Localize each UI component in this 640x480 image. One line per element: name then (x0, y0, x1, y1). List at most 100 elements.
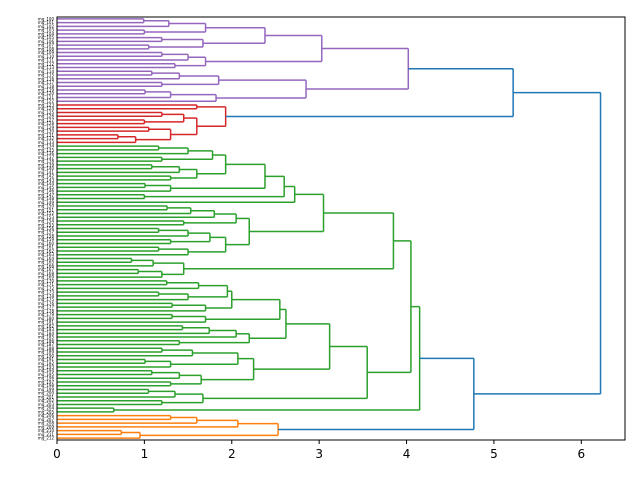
leaf-label: mg_142 (38, 174, 55, 179)
leaf-label: mg_146 (38, 189, 55, 194)
leaf-label: mg_107 (38, 43, 55, 48)
leaf-label: mg_119 (38, 87, 55, 92)
leaf-label: mg_204 (38, 406, 55, 411)
leaf-label: mg_104 (38, 31, 55, 36)
leaf-label: mg_170 (38, 278, 55, 283)
leaf-label: mg_178 (38, 308, 55, 313)
leaf-label: mg_154 (38, 219, 55, 224)
leaf-label: mg_134 (38, 144, 55, 149)
leaf-label: mg_167 (38, 267, 55, 272)
leaf-label: mg_195 (38, 372, 55, 377)
leaf-label: mg_105 (38, 35, 55, 40)
leaf-label: mg_197 (38, 379, 55, 384)
leaf-label: mg_182 (38, 323, 55, 328)
leaf-label: mg_163 (38, 252, 55, 257)
leaf-label: mg_121 (38, 95, 55, 100)
leaf-label: mg_180 (38, 316, 55, 321)
leaf-label: mg_168 (38, 271, 55, 276)
leaf-label: mg_156 (38, 226, 55, 231)
leaf-label: mg_148 (38, 196, 55, 201)
leaf-labels: mg_100mg_101mg_102mg_103mg_104mg_105mg_1… (38, 16, 55, 440)
leaf-label: mg_207 (38, 417, 55, 422)
leaf-label: mg_108 (38, 46, 55, 51)
leaf-label: mg_111 (38, 58, 55, 63)
leaf-label: mg_185 (38, 335, 55, 340)
leaf-label: mg_169 (38, 275, 55, 280)
leaf-label: mg_186 (38, 338, 55, 343)
leaf-label: mg_211 (38, 432, 55, 437)
leaf-label: mg_122 (38, 99, 55, 104)
x-tick-label: 1 (141, 447, 149, 461)
x-tick-label: 0 (53, 447, 61, 461)
leaf-label: mg_153 (38, 215, 55, 220)
leaf-label: mg_132 (38, 136, 55, 141)
leaf-label: mg_127 (38, 117, 55, 122)
leaf-label: mg_190 (38, 353, 55, 358)
leaf-label: mg_123 (38, 102, 55, 107)
leaf-label: mg_112 (38, 61, 55, 66)
leaf-label: mg_106 (38, 39, 55, 44)
leaf-label: mg_181 (38, 320, 55, 325)
leaf-label: mg_113 (38, 65, 55, 70)
leaf-label: mg_164 (38, 256, 55, 261)
leaf-label: mg_114 (38, 69, 55, 74)
leaf-label: mg_209 (38, 424, 55, 429)
leaf-label: mg_115 (38, 73, 55, 78)
leaf-label: mg_157 (38, 230, 55, 235)
leaf-label: mg_166 (38, 263, 55, 268)
leaf-label: mg_118 (38, 84, 55, 89)
leaf-label: mg_175 (38, 297, 55, 302)
leaf-label: mg_203 (38, 402, 55, 407)
leaf-label: mg_179 (38, 312, 55, 317)
leaf-label: mg_140 (38, 166, 55, 171)
leaf-label: mg_155 (38, 222, 55, 227)
leaf-label: mg_109 (38, 50, 55, 55)
leaf-label: mg_161 (38, 245, 55, 250)
leaf-label: mg_205 (38, 409, 55, 414)
leaf-label: mg_208 (38, 421, 55, 426)
leaf-label: mg_141 (38, 170, 55, 175)
leaf-label: mg_125 (38, 110, 55, 115)
plot-frame (56, 16, 626, 441)
leaf-label: mg_192 (38, 361, 55, 366)
leaf-label: mg_150 (38, 204, 55, 209)
x-axis: 0 1 2 3 4 5 6 (53, 440, 585, 461)
leaf-label: mg_101 (38, 20, 55, 25)
leaf-label: mg_136 (38, 151, 55, 156)
leaf-label: mg_128 (38, 121, 55, 126)
leaf-label: mg_206 (38, 413, 55, 418)
leaf-label: mg_200 (38, 391, 55, 396)
leaf-label: mg_149 (38, 200, 55, 205)
dendrogram-links (57, 18, 602, 439)
leaf-label: mg_152 (38, 211, 55, 216)
leaf-label: mg_171 (38, 282, 55, 287)
leaf-label: mg_173 (38, 290, 55, 295)
leaf-label: mg_130 (38, 129, 55, 134)
leaf-label: mg_129 (38, 125, 55, 130)
leaf-label: mg_201 (38, 394, 55, 399)
leaf-label: mg_174 (38, 293, 55, 298)
x-tick-label: 5 (490, 447, 498, 461)
leaf-label: mg_194 (38, 368, 55, 373)
leaf-label: mg_102 (38, 24, 55, 29)
leaf-label: mg_212 (38, 436, 55, 441)
leaf-label: mg_162 (38, 248, 55, 253)
leaf-label: mg_159 (38, 237, 55, 242)
x-tick-label: 3 (315, 447, 323, 461)
leaf-label: mg_143 (38, 177, 55, 182)
x-tick-label: 2 (228, 447, 236, 461)
leaf-label: mg_110 (38, 54, 55, 59)
leaf-label: mg_126 (38, 114, 55, 119)
leaf-label: mg_176 (38, 301, 55, 306)
x-tick-label: 6 (577, 447, 585, 461)
leaf-label: mg_120 (38, 91, 55, 96)
leaf-label: mg_147 (38, 192, 55, 197)
leaf-label: mg_198 (38, 383, 55, 388)
leaf-label: mg_133 (38, 140, 55, 145)
leaf-label: mg_145 (38, 185, 55, 190)
leaf-label: mg_183 (38, 327, 55, 332)
leaf-label: mg_184 (38, 331, 55, 336)
leaf-label: mg_139 (38, 162, 55, 167)
leaf-label: mg_116 (38, 76, 55, 81)
